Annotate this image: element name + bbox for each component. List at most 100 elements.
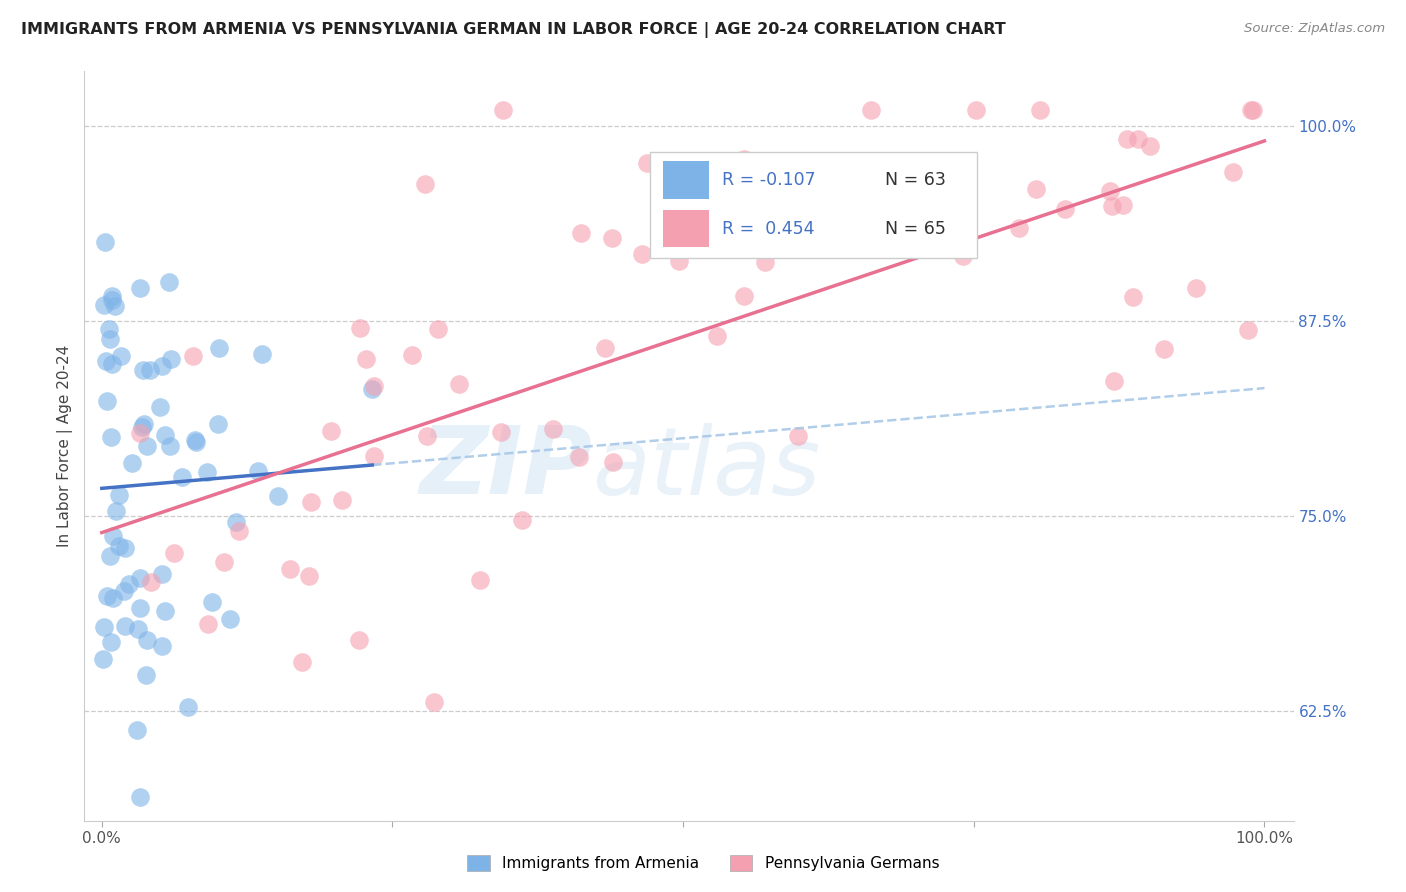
- Point: [177, 699, 200, 714]
- Point: [128, 790, 150, 805]
- Point: [127, 622, 149, 636]
- Text: IMMIGRANTS FROM ARMENIA VS PENNSYLVANIA GERMAN IN LABOR FORCE | AGE 20-24 CORREL: IMMIGRANTS FROM ARMENIA VS PENNSYLVANIA …: [21, 22, 1005, 38]
- Point: [1099, 184, 1122, 198]
- Point: [1222, 165, 1244, 179]
- Point: [602, 455, 624, 469]
- Point: [195, 465, 218, 479]
- Point: [107, 487, 129, 501]
- Point: [422, 694, 444, 708]
- Point: [129, 601, 152, 615]
- Point: [413, 178, 436, 192]
- Point: [132, 417, 155, 432]
- Point: [246, 464, 269, 478]
- Point: [1025, 182, 1047, 196]
- Point: [298, 569, 321, 583]
- Point: [159, 439, 181, 453]
- Point: [96, 589, 118, 603]
- Point: [93, 235, 115, 250]
- Point: [1237, 323, 1260, 337]
- Point: [733, 289, 755, 303]
- Point: [1101, 199, 1123, 213]
- Point: [129, 571, 152, 585]
- Point: [121, 456, 143, 470]
- Point: [150, 639, 173, 653]
- Point: [97, 322, 120, 336]
- Text: ZIP: ZIP: [419, 423, 592, 515]
- Point: [731, 178, 754, 192]
- Point: [100, 430, 122, 444]
- Point: [110, 350, 132, 364]
- Point: [492, 103, 515, 118]
- Point: [139, 363, 162, 377]
- Point: [427, 322, 450, 336]
- Point: [150, 359, 173, 373]
- Point: [299, 495, 322, 509]
- Point: [510, 513, 533, 527]
- Point: [96, 393, 118, 408]
- Point: [1126, 132, 1149, 146]
- Point: [93, 620, 115, 634]
- Point: [754, 255, 776, 269]
- Point: [104, 504, 127, 518]
- Point: [136, 439, 159, 453]
- Point: [212, 555, 235, 569]
- Point: [228, 524, 250, 538]
- Point: [291, 655, 314, 669]
- FancyBboxPatch shape: [662, 161, 709, 199]
- Point: [267, 489, 290, 503]
- Point: [965, 103, 987, 118]
- Point: [112, 584, 135, 599]
- Point: [489, 425, 512, 440]
- Point: [636, 156, 658, 170]
- FancyBboxPatch shape: [662, 211, 709, 247]
- Point: [100, 357, 122, 371]
- Point: [149, 400, 172, 414]
- Text: Source: ZipAtlas.com: Source: ZipAtlas.com: [1244, 22, 1385, 36]
- Point: [859, 103, 882, 118]
- Point: [631, 246, 654, 260]
- Point: [98, 332, 121, 346]
- Point: [201, 595, 224, 609]
- Point: [1008, 221, 1031, 235]
- Point: [114, 619, 136, 633]
- Point: [225, 515, 247, 529]
- Point: [131, 363, 153, 377]
- Point: [330, 492, 353, 507]
- Point: [593, 341, 616, 355]
- Point: [363, 449, 385, 463]
- Text: R =  0.454: R = 0.454: [721, 219, 814, 238]
- Point: [1153, 342, 1175, 356]
- Point: [319, 424, 342, 438]
- Point: [363, 378, 385, 392]
- Point: [706, 329, 728, 343]
- Point: [668, 254, 690, 268]
- Point: [1029, 103, 1052, 118]
- Legend: Immigrants from Armenia, Pennsylvania Germans: Immigrants from Armenia, Pennsylvania Ge…: [463, 850, 943, 875]
- Point: [150, 566, 173, 581]
- Point: [135, 668, 157, 682]
- Point: [183, 433, 205, 447]
- Point: [354, 351, 377, 366]
- Point: [104, 299, 127, 313]
- Point: [952, 249, 974, 263]
- Point: [1139, 139, 1161, 153]
- Point: [1116, 132, 1139, 146]
- Point: [101, 591, 124, 606]
- Point: [541, 422, 564, 436]
- Point: [129, 426, 152, 441]
- Point: [1185, 281, 1208, 295]
- Text: R = -0.107: R = -0.107: [721, 171, 815, 189]
- Text: atlas: atlas: [592, 423, 821, 514]
- Point: [131, 420, 153, 434]
- Y-axis label: In Labor Force | Age 20-24: In Labor Force | Age 20-24: [58, 345, 73, 547]
- Point: [1122, 290, 1144, 304]
- Point: [733, 152, 755, 166]
- Point: [207, 417, 229, 432]
- Point: [1241, 103, 1264, 118]
- Text: N = 65: N = 65: [886, 219, 946, 238]
- Point: [160, 351, 183, 366]
- Point: [568, 450, 591, 464]
- Point: [1102, 374, 1125, 388]
- Point: [163, 546, 186, 560]
- Point: [101, 293, 124, 308]
